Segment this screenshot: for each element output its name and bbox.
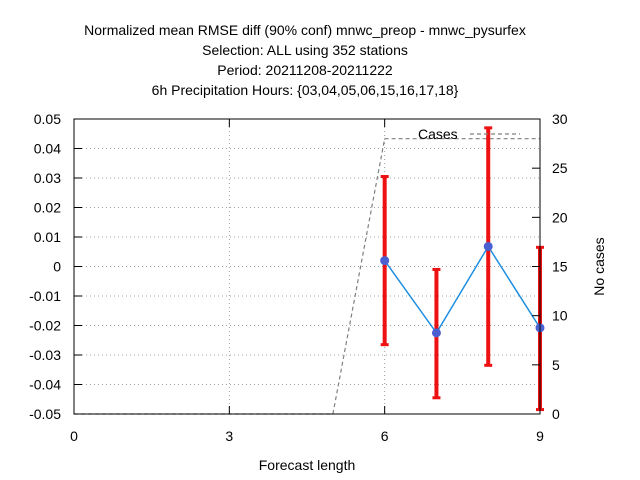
data-point-7 [431,328,441,338]
y2-tick-label: 25 [552,160,568,176]
title-line-4: 6h Precipitation Hours: {03,04,05,06,15,… [152,82,459,98]
y-tick-label: 0.05 [34,111,61,127]
data-point-6 [380,256,390,266]
y2-tick-label: 5 [552,357,560,373]
y2-tick-label: 30 [552,111,568,127]
y2-tick-label: 20 [552,209,568,225]
y-tick-label: 0.01 [34,229,61,245]
legend: Cases [418,126,520,142]
y2-axis-label: No cases [591,237,607,295]
y-tick-label: 0.03 [34,170,61,186]
axis-ticks: -0.05 -0.04 -0.03 -0.02 -0.01 0 0.01 0.02 0.03 0.… [29,111,568,444]
title-line-2: Selection: ALL using 352 stations [202,42,408,58]
y-tick-label: -0.05 [29,406,61,422]
x-tick-label: 0 [70,428,78,444]
y2-tick-label: 10 [552,308,568,324]
y-tick-label: -0.04 [29,377,61,393]
y-tick-label: 0 [53,259,61,275]
data-point-8 [483,241,493,251]
x-tick-label: 3 [225,428,233,444]
x-tick-label: 6 [381,428,389,444]
title-line-3: Period: 20211208-20211222 [217,62,393,78]
confidence-intervals [380,126,544,412]
y2-tick-label: 0 [552,406,560,422]
y-tick-label: -0.01 [29,288,61,304]
y-tick-label: -0.02 [29,318,61,334]
chart-title: Normalized mean RMSE diff (90% conf) mnw… [84,22,526,98]
x-axis-label: Forecast length [259,457,356,473]
rmse-diff-line [384,245,541,335]
rmse-diff-series [384,245,541,335]
y2-tick-label: 15 [552,259,568,275]
grid [74,119,540,414]
title-line-1: Normalized mean RMSE diff (90% conf) mnw… [84,22,526,38]
axis-labels: Forecast length No cases [259,237,607,473]
y-tick-label: 0.04 [34,141,61,157]
x-tick-label: 9 [536,428,544,444]
legend-label-cases: Cases [418,126,458,142]
y-tick-label: 0.02 [34,200,61,216]
y-tick-label: -0.03 [29,347,61,363]
